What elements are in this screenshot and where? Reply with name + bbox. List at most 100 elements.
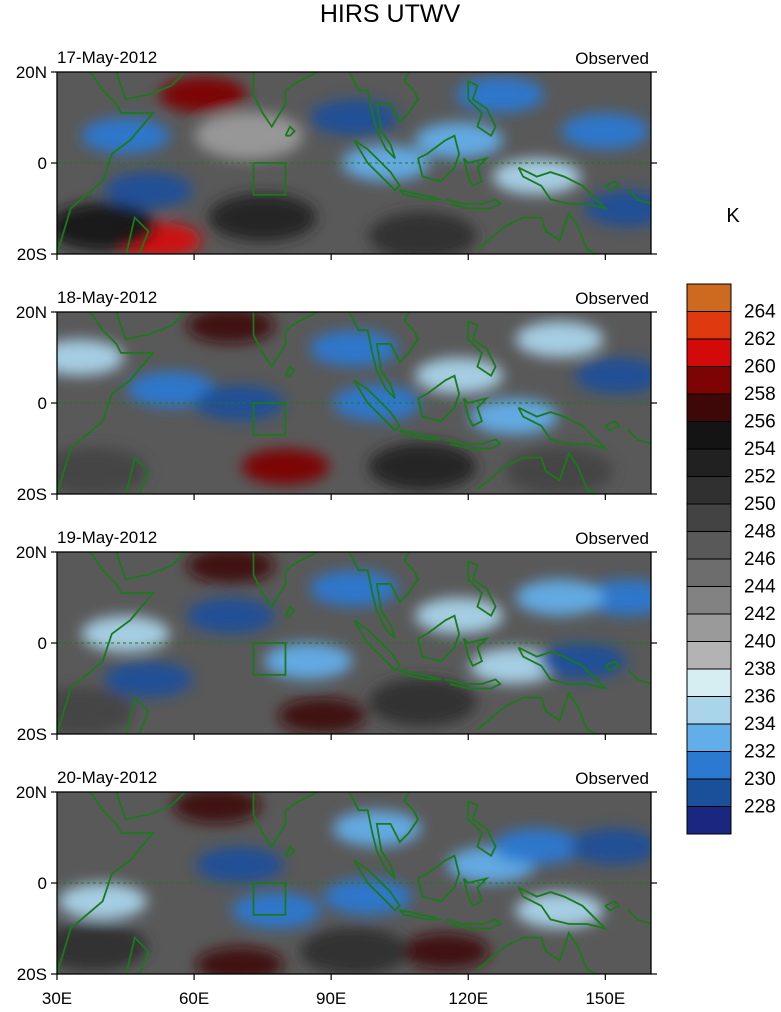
colorbar-swatch — [686, 641, 732, 670]
field-blob — [81, 117, 170, 154]
field-blob — [515, 892, 604, 929]
colorbar-label: 230 — [744, 769, 776, 790]
field-blob — [561, 113, 650, 150]
field-blob — [300, 927, 408, 974]
coastline — [467, 80, 497, 138]
colorbar-label: 240 — [744, 632, 776, 653]
colorbar-swatch — [686, 448, 732, 477]
coastline — [221, 552, 318, 609]
coastline — [627, 669, 651, 686]
colorbar-label: 252 — [744, 467, 776, 488]
field-blob — [278, 697, 367, 734]
coastline — [462, 876, 490, 908]
field-blob — [81, 615, 170, 652]
region-box — [252, 162, 287, 196]
field-blob — [57, 339, 124, 376]
field-blob — [401, 933, 490, 970]
map-panels: 20N 0 20S 17-May-2012 Observed 20N 0 20S 18-May-… — [16, 48, 657, 984]
coastline — [462, 396, 490, 428]
colorbar-swatch — [686, 393, 732, 422]
coastline — [353, 859, 401, 912]
coastline — [604, 900, 621, 912]
colorbar-label: 262 — [744, 329, 776, 350]
contour-field — [57, 792, 651, 974]
field-blob — [186, 312, 275, 344]
field-blob — [505, 447, 614, 494]
y-tick-label: 20S — [17, 725, 47, 744]
coastline — [284, 605, 296, 617]
field-blob — [469, 398, 558, 435]
coastline — [284, 125, 296, 137]
y-tick-label: 0 — [38, 154, 47, 173]
coastline — [417, 134, 461, 183]
x-tick-label: 90E — [316, 989, 346, 1008]
coastline — [476, 211, 597, 254]
coastline — [399, 189, 442, 201]
colorbar-label: 228 — [744, 797, 776, 818]
coastline — [125, 455, 150, 494]
coastline — [517, 166, 609, 211]
field-blob — [492, 828, 581, 865]
y-tick-label: 20N — [16, 63, 47, 82]
coastline — [57, 72, 155, 254]
coastline — [604, 660, 621, 672]
coastline — [604, 180, 621, 192]
field-blob — [186, 552, 275, 584]
x-tick-label: 150E — [585, 989, 625, 1008]
coastlines — [57, 312, 651, 494]
colorbar: 264 262 260 258 256 254 252 250 248 246 244 242 240 2… — [686, 283, 776, 835]
coastline — [284, 365, 296, 377]
field-blob — [515, 579, 604, 616]
colorbar-swatch — [686, 311, 732, 340]
coastline — [353, 139, 401, 192]
coastline — [115, 312, 186, 341]
x-axis: 30E 60E 90E 120E 150E — [42, 989, 625, 1008]
field-blob — [104, 661, 193, 698]
field-blob — [415, 357, 504, 394]
contour-field — [57, 72, 651, 254]
colorbar-label: 256 — [744, 412, 776, 433]
coastline — [115, 792, 186, 821]
coastline — [417, 854, 461, 903]
colorbar-label: 242 — [744, 604, 776, 625]
coastline — [445, 438, 502, 450]
field-blob — [538, 643, 627, 680]
field-blob — [264, 643, 353, 680]
coastline — [627, 429, 651, 445]
map-panel: 20N 0 20S 18-May-2012 Observed — [16, 288, 657, 504]
panel-observed-label: Observed — [575, 769, 649, 788]
y-tick-label: 20S — [17, 245, 47, 264]
colorbar-label: 232 — [744, 742, 776, 763]
coastline — [221, 792, 318, 849]
field-blob — [415, 122, 504, 159]
coastline — [348, 552, 420, 640]
y-tick-label: 0 — [38, 874, 47, 893]
field-blob — [195, 946, 284, 974]
colorbar-label: 246 — [744, 549, 776, 570]
map-panel: 20N 0 20S 17-May-2012 Observed — [16, 48, 657, 264]
coastline — [627, 189, 651, 205]
panel-date: 18-May-2012 — [57, 288, 157, 307]
coastline — [517, 406, 609, 451]
coastline — [604, 420, 621, 432]
coastline — [57, 552, 155, 734]
field-blob — [584, 579, 651, 616]
y-tick-label: 20N — [16, 303, 47, 322]
colorbar-label: 238 — [744, 659, 776, 680]
colorbar-swatch — [686, 696, 732, 725]
field-blob — [368, 678, 477, 727]
field-blob — [194, 111, 303, 160]
coastline — [467, 800, 497, 858]
colorbar-label: 260 — [744, 357, 776, 378]
units-label: K — [726, 205, 740, 227]
field-blob — [195, 846, 284, 883]
coastline — [221, 312, 318, 369]
colorbar-swatch — [686, 723, 732, 752]
colorbar-label: 258 — [744, 384, 776, 405]
colorbar-swatch — [686, 751, 732, 780]
coastline — [125, 935, 150, 974]
colorbar-label: 244 — [744, 577, 776, 598]
field-blob — [415, 597, 504, 634]
coastline — [417, 374, 461, 423]
